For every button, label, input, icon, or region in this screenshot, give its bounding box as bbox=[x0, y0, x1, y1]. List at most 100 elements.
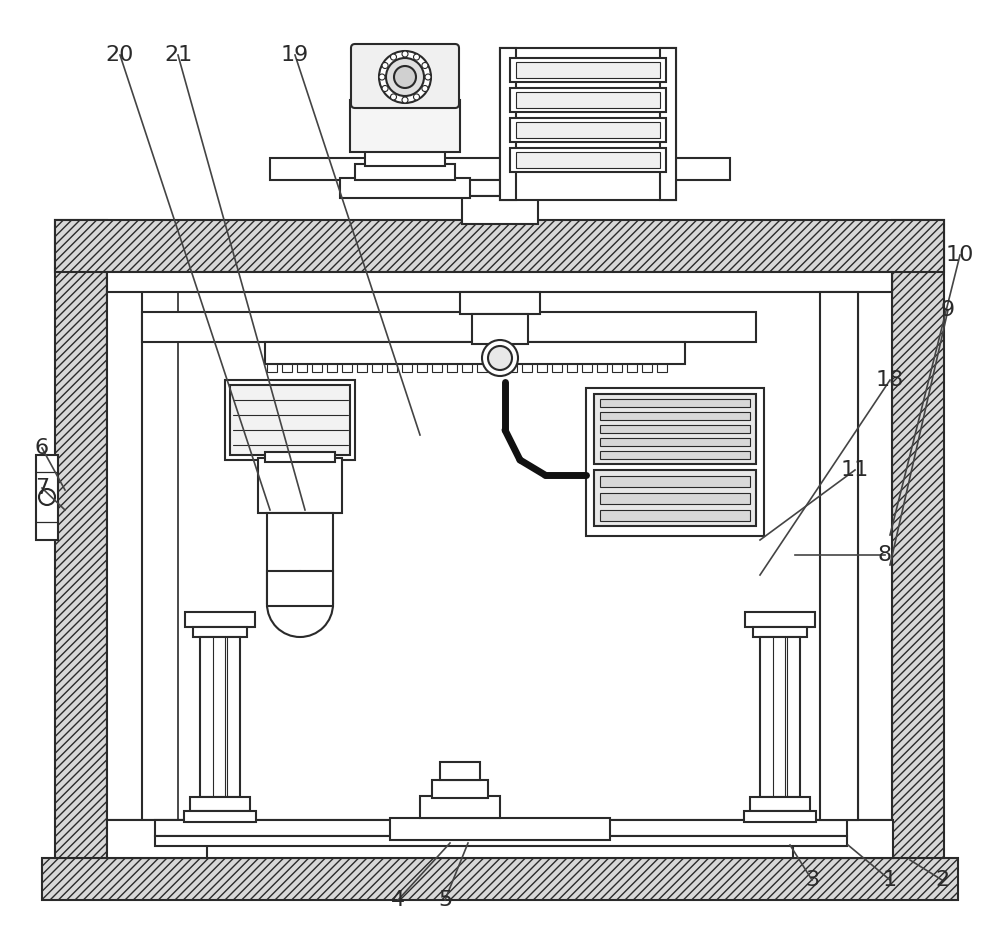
Bar bbox=[432, 780, 488, 798]
Text: 20: 20 bbox=[106, 45, 134, 65]
Text: 9: 9 bbox=[941, 300, 955, 320]
Bar bbox=[510, 148, 666, 172]
Bar bbox=[753, 627, 807, 637]
Bar bbox=[350, 100, 460, 152]
Bar bbox=[522, 364, 532, 372]
Bar bbox=[107, 272, 142, 820]
Bar bbox=[744, 811, 816, 822]
Text: 19: 19 bbox=[281, 45, 309, 65]
Bar bbox=[492, 364, 502, 372]
Bar bbox=[270, 158, 730, 180]
Bar bbox=[500, 48, 516, 200]
Circle shape bbox=[482, 340, 518, 376]
Bar bbox=[793, 820, 893, 858]
Bar bbox=[185, 612, 255, 627]
Bar bbox=[184, 811, 256, 822]
Circle shape bbox=[379, 74, 385, 80]
Circle shape bbox=[379, 51, 431, 103]
Bar bbox=[516, 62, 660, 78]
Bar bbox=[507, 364, 517, 372]
Bar bbox=[462, 196, 538, 224]
Circle shape bbox=[414, 55, 420, 60]
Bar bbox=[230, 385, 350, 455]
Bar bbox=[627, 364, 637, 372]
Bar bbox=[582, 364, 592, 372]
Bar bbox=[258, 458, 342, 513]
Bar bbox=[265, 342, 685, 364]
Bar bbox=[372, 364, 382, 372]
Bar bbox=[155, 836, 847, 846]
Bar bbox=[500, 48, 676, 200]
FancyBboxPatch shape bbox=[351, 44, 459, 108]
Text: 3: 3 bbox=[805, 870, 819, 890]
Bar bbox=[142, 312, 756, 342]
Text: 10: 10 bbox=[946, 245, 974, 265]
Bar bbox=[460, 292, 540, 314]
Bar bbox=[297, 364, 307, 372]
Circle shape bbox=[422, 62, 428, 69]
Bar bbox=[432, 364, 442, 372]
Bar bbox=[402, 364, 412, 372]
Bar bbox=[612, 364, 622, 372]
Bar bbox=[516, 122, 660, 138]
Circle shape bbox=[39, 489, 55, 505]
Bar bbox=[450, 180, 550, 196]
Text: 21: 21 bbox=[164, 45, 192, 65]
Bar bbox=[657, 364, 667, 372]
Bar bbox=[600, 425, 750, 433]
Bar bbox=[36, 455, 58, 540]
Text: 5: 5 bbox=[438, 890, 452, 910]
Circle shape bbox=[382, 86, 388, 91]
Text: 11: 11 bbox=[841, 460, 869, 480]
Bar bbox=[107, 272, 892, 292]
Circle shape bbox=[402, 97, 408, 103]
Circle shape bbox=[386, 58, 424, 96]
Bar bbox=[420, 796, 500, 818]
Bar bbox=[417, 364, 427, 372]
Bar bbox=[594, 394, 756, 464]
Text: 4: 4 bbox=[391, 890, 405, 910]
Bar bbox=[355, 164, 455, 180]
Circle shape bbox=[488, 346, 512, 370]
Bar bbox=[516, 152, 660, 168]
Circle shape bbox=[382, 62, 388, 69]
Bar bbox=[447, 364, 457, 372]
Bar bbox=[858, 272, 892, 820]
Bar bbox=[477, 364, 487, 372]
Bar bbox=[387, 364, 397, 372]
Bar bbox=[537, 364, 547, 372]
Circle shape bbox=[402, 51, 408, 57]
Bar bbox=[327, 364, 337, 372]
Bar bbox=[660, 48, 676, 200]
Bar bbox=[267, 364, 277, 372]
Bar bbox=[265, 452, 335, 462]
Bar bbox=[600, 399, 750, 407]
Bar bbox=[516, 92, 660, 108]
Bar bbox=[193, 627, 247, 637]
Bar bbox=[342, 364, 352, 372]
Bar bbox=[600, 493, 750, 504]
Bar bbox=[510, 88, 666, 112]
Bar bbox=[107, 820, 893, 858]
Bar bbox=[750, 797, 810, 811]
Bar bbox=[390, 818, 610, 840]
Bar bbox=[586, 388, 764, 536]
Text: 1: 1 bbox=[883, 870, 897, 890]
Bar bbox=[312, 364, 322, 372]
Text: 6: 6 bbox=[35, 438, 49, 458]
Bar bbox=[190, 797, 250, 811]
Bar bbox=[282, 364, 292, 372]
Bar bbox=[600, 476, 750, 487]
Text: 2: 2 bbox=[935, 870, 949, 890]
Bar bbox=[340, 178, 470, 198]
Bar bbox=[440, 762, 480, 780]
Bar bbox=[107, 820, 207, 858]
Bar bbox=[760, 637, 800, 797]
Circle shape bbox=[425, 74, 431, 80]
Bar bbox=[225, 380, 355, 460]
Circle shape bbox=[390, 94, 396, 100]
Circle shape bbox=[267, 571, 333, 637]
Bar bbox=[155, 820, 847, 836]
Bar bbox=[267, 571, 333, 606]
Bar bbox=[600, 451, 750, 459]
